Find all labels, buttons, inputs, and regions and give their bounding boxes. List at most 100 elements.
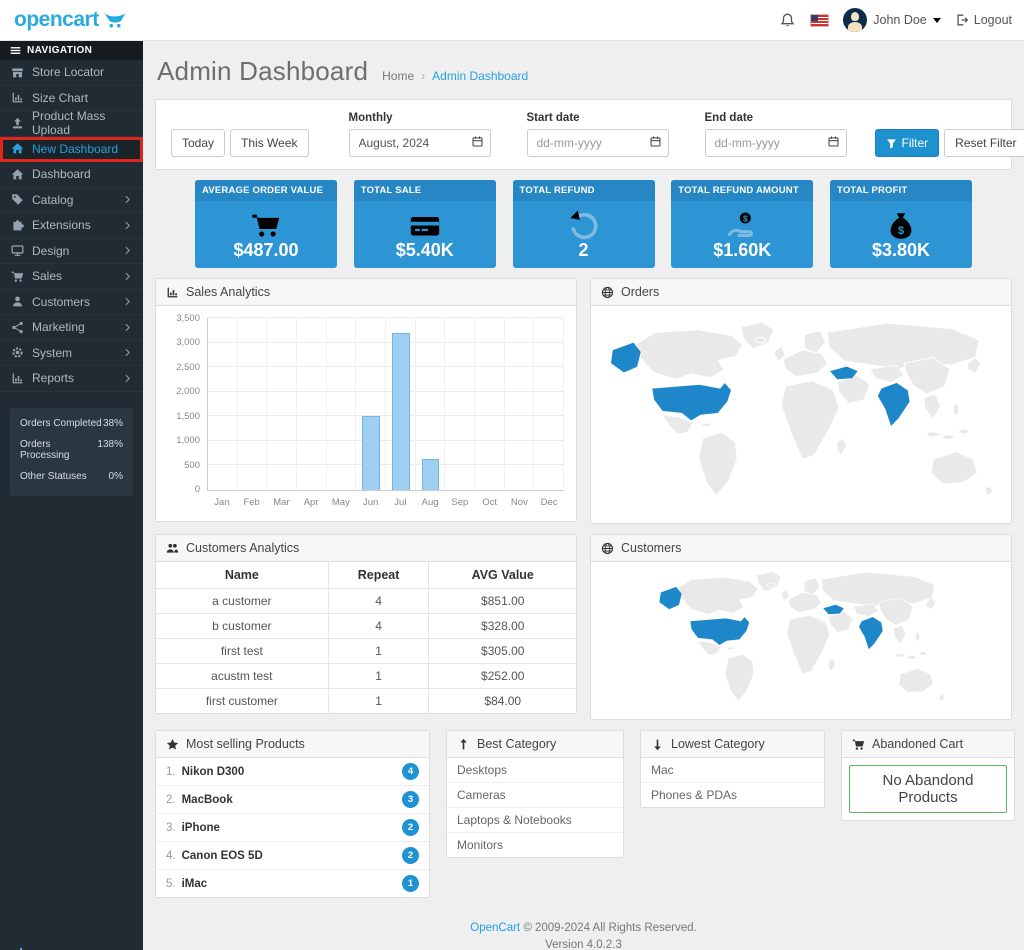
arrow-down-icon <box>651 738 664 751</box>
monthly-label: Monthly <box>348 112 393 124</box>
user-icon <box>11 295 24 308</box>
count-badge: 4 <box>402 763 419 780</box>
stat-tiles-row: AVERAGE ORDER VALUE $487.00 TOTAL SALE $… <box>155 180 1012 268</box>
sidebar-item-marketing[interactable]: Marketing <box>0 315 143 341</box>
money-bag-icon <box>883 209 919 243</box>
globe-icon <box>601 542 614 555</box>
table-row: a customer 4 $851.00 <box>156 588 576 614</box>
credit-card-icon <box>407 209 443 243</box>
stat-orders-completed: Orders Completed 38% <box>20 418 123 950</box>
language-flag[interactable] <box>810 13 830 27</box>
count-badge: 1 <box>402 875 419 892</box>
best-category-panel: Best Category Desktops Cameras Laptops &… <box>446 730 624 858</box>
customers-table: Name Repeat AVG Value a customer 4 $851.… <box>156 562 576 713</box>
column-header-avg-value: AVG Value <box>428 562 576 589</box>
sidebar-item-extensions[interactable]: Extensions <box>0 213 143 239</box>
chart-icon <box>11 91 24 104</box>
share-icon <box>11 321 24 334</box>
sidebar-item-store-locator[interactable]: Store Locator <box>0 60 143 86</box>
panel-title: Customers <box>621 541 682 555</box>
page-title: Admin Dashboard <box>157 56 369 86</box>
logo-text: opencart <box>14 8 99 31</box>
notifications-bell-icon[interactable] <box>779 12 796 29</box>
list-item: 4. Canon EOS 5D 2 <box>156 842 429 870</box>
chevron-right-icon <box>123 374 132 383</box>
upload-icon <box>11 117 24 130</box>
customers-map-panel: Customers <box>590 534 1012 720</box>
column-header-name: Name <box>156 562 329 589</box>
globe-icon <box>601 286 614 299</box>
chart-icon <box>166 286 179 299</box>
filter-button[interactable]: Filter <box>874 129 940 157</box>
count-badge: 2 <box>402 847 419 864</box>
sidebar-item-new-dashboard[interactable]: New Dashboard <box>0 136 143 162</box>
star-icon <box>166 738 179 751</box>
sidebar-item-dashboard[interactable]: Dashboard <box>0 162 143 188</box>
sidebar-item-product-mass-upload[interactable]: Product Mass Upload <box>0 109 143 137</box>
footer-version: Version 4.0.2.3 <box>545 939 622 950</box>
calendar-icon <box>649 135 662 148</box>
orders-world-map <box>591 306 1011 523</box>
table-row: acustm test 1 $252.00 <box>156 663 576 689</box>
home-icon <box>11 168 24 181</box>
tile-value: $487.00 <box>233 239 299 260</box>
logout-button[interactable]: Logout <box>955 13 1012 27</box>
footer: OpenCart © 2009-2024 All Rights Reserved… <box>155 920 1012 950</box>
tile-value: $1.60K <box>713 239 772 260</box>
monthly-input[interactable] <box>348 129 491 157</box>
list-item: Desktops <box>447 758 623 783</box>
gear-icon <box>11 346 24 359</box>
tile-title: AVERAGE ORDER VALUE <box>195 180 337 201</box>
end-date-label: End date <box>704 112 754 124</box>
end-date-input[interactable] <box>704 129 847 157</box>
this-week-button[interactable]: This Week <box>230 129 309 157</box>
puzzle-icon <box>11 219 24 232</box>
abandoned-cart-panel: Abandoned Cart No Abandond Products <box>841 730 1015 821</box>
table-row: b customer 4 $328.00 <box>156 613 576 639</box>
list-item: Monitors <box>457 838 504 852</box>
cart-icon <box>11 270 24 283</box>
panel-title: Orders <box>621 285 660 299</box>
chevron-right-icon <box>123 323 132 332</box>
filter-panel: Today This Week Monthly Start date <box>155 99 1024 170</box>
sidebar-item-sales[interactable]: Sales <box>0 264 143 290</box>
customers-analytics-panel: Customers Analytics Name Repeat AVG Valu… <box>155 534 577 714</box>
sidebar-item-design[interactable]: Design <box>0 239 143 264</box>
sidebar-item-system[interactable]: System <box>0 341 143 366</box>
avatar <box>843 8 868 32</box>
stat-orders-processing: Orders Processing 138% <box>20 439 123 950</box>
no-abandoned-products-message: No Abandond Products <box>849 765 1007 813</box>
panel-title: Sales Analytics <box>186 285 271 299</box>
list-item: Laptops & Notebooks <box>447 808 623 833</box>
list-item: 5. iMac 1 <box>156 870 429 897</box>
sidebar-item-size-chart[interactable]: Size Chart <box>0 86 143 111</box>
logout-icon <box>955 13 969 27</box>
panel-title: Abandoned Cart <box>872 737 964 751</box>
start-date-input[interactable] <box>526 129 669 157</box>
today-button[interactable]: Today <box>171 129 226 157</box>
breadcrumb-home[interactable]: Home <box>382 69 415 83</box>
panel-title: Customers Analytics <box>186 541 300 555</box>
sidebar-item-customers[interactable]: Customers <box>0 290 143 315</box>
rotate-ccw-icon <box>566 209 602 243</box>
sidebar-item-catalog[interactable]: Catalog <box>0 188 143 213</box>
chart-y-axis: 3,500 3,000 2,500 2,000 1,500 1,000 500 0 <box>176 312 200 496</box>
order-stats-panel: Orders Completed 38% Orders Processing 138… <box>10 407 133 950</box>
main-content: Admin Dashboard Home › Admin Dashboard T… <box>143 40 1024 950</box>
reset-filter-button[interactable]: Reset Filter <box>944 129 1024 157</box>
user-menu[interactable]: John Doe <box>843 8 941 32</box>
orders-map-panel: Orders <box>590 278 1012 524</box>
panel-title: Lowest Category <box>671 737 765 751</box>
opencart-footer-link[interactable]: OpenCart <box>470 922 521 934</box>
tile-value: 2 <box>578 239 589 260</box>
breadcrumb-current[interactable]: Admin Dashboard <box>432 69 529 83</box>
chevron-right-icon <box>123 246 132 255</box>
chevron-right-icon <box>123 272 132 281</box>
monitor-icon <box>11 244 24 257</box>
list-item: 1. Nikon D300 4 <box>156 758 429 786</box>
arrow-up-icon <box>457 738 470 751</box>
navigation-header: NAVIGATION <box>0 40 143 60</box>
chevron-right-icon <box>123 195 132 204</box>
sidebar-item-reports[interactable]: Reports <box>0 366 143 392</box>
opencart-logo[interactable]: opencart <box>14 7 127 33</box>
